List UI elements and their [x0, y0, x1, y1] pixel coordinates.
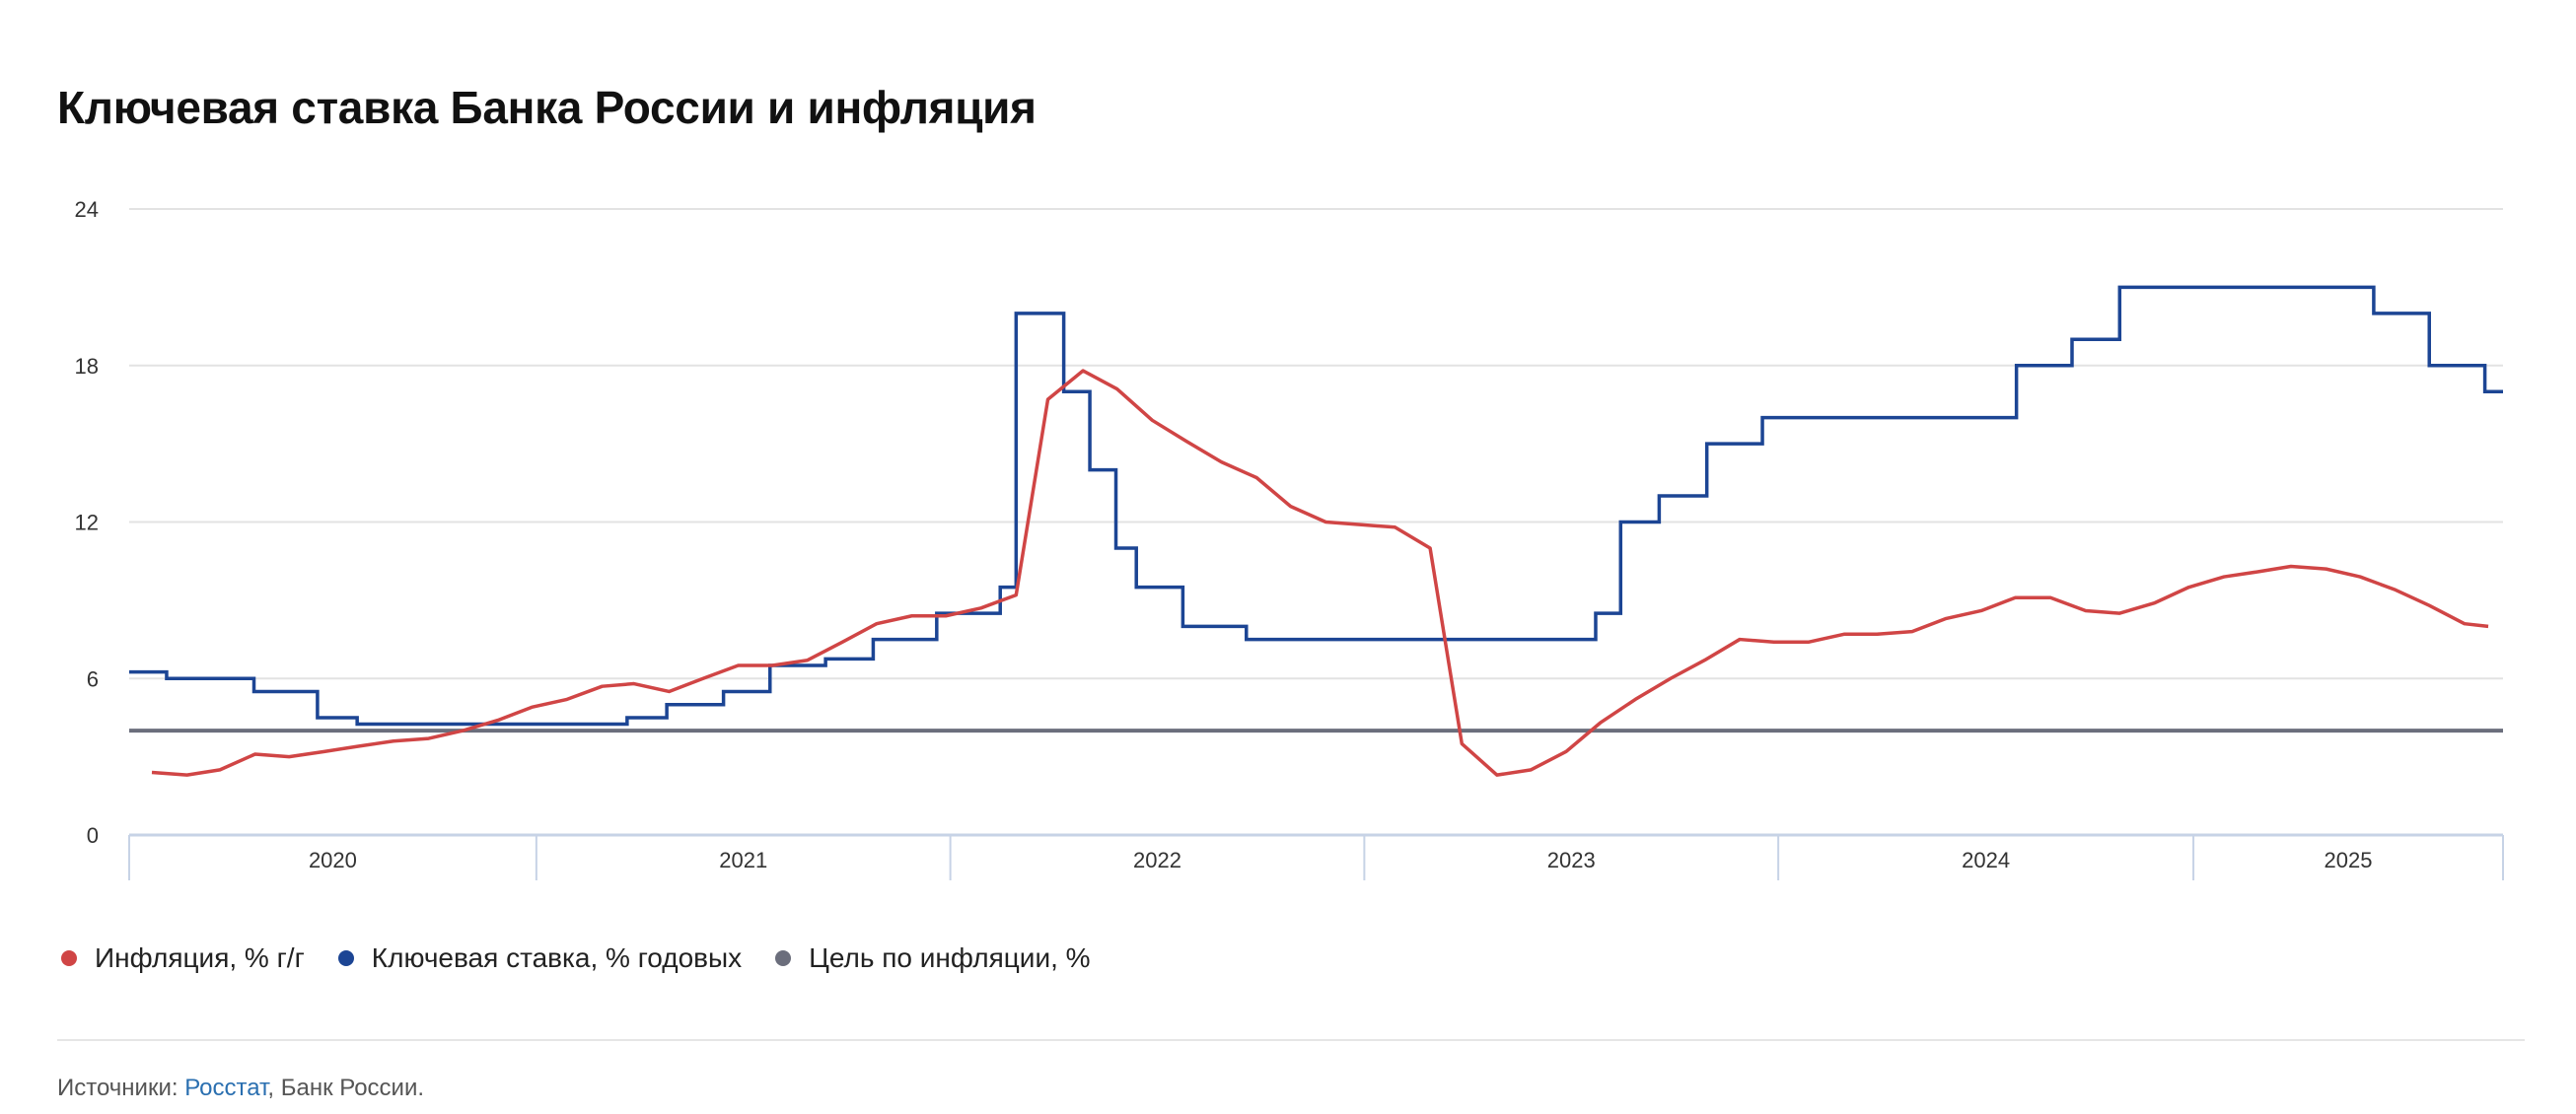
- chart-legend: Инфляция, % г/г Ключевая ставка, % годов…: [61, 942, 1124, 974]
- chart-title: Ключевая ставка Банка России и инфляция: [57, 82, 1037, 133]
- legend-item-inflation[interactable]: Инфляция, % г/г: [61, 942, 305, 974]
- source-note: Источники: Росстат, Банк России.: [57, 1075, 424, 1102]
- x-tick-label: 2025: [2325, 848, 2373, 872]
- legend-dot-target-icon: [775, 950, 792, 966]
- y-tick-label: 18: [75, 354, 99, 379]
- y-tick-label: 0: [87, 823, 99, 848]
- x-tick-label: 2023: [1547, 848, 1596, 872]
- x-tick-label: 2022: [1133, 848, 1181, 872]
- divider: [57, 1039, 2525, 1041]
- source-link-rosstat[interactable]: Росстат: [184, 1075, 268, 1101]
- legend-label: Инфляция, % г/г: [95, 942, 305, 973]
- legend-item-key-rate[interactable]: Ключевая ставка, % годовых: [337, 942, 743, 974]
- legend-label: Цель по инфляции, %: [809, 942, 1091, 973]
- source-prefix: Источники:: [57, 1075, 185, 1101]
- source-suffix: , Банк России.: [267, 1075, 425, 1101]
- x-tick-label: 2024: [1962, 848, 2010, 872]
- legend-label: Ключевая ставка, % годовых: [371, 942, 743, 973]
- legend-dot-key-rate-icon: [337, 950, 354, 966]
- legend-dot-inflation-icon: [61, 950, 77, 966]
- x-tick-label: 2021: [719, 848, 767, 872]
- key-rate-line: [129, 285, 2503, 727]
- legend-item-target[interactable]: Цель по инфляции, %: [775, 942, 1091, 974]
- inflation-line: [151, 369, 2489, 777]
- y-tick-label: 12: [75, 511, 99, 535]
- y-tick-label: 24: [75, 197, 99, 222]
- y-tick-label: 6: [87, 666, 99, 691]
- x-tick-label: 2020: [309, 848, 357, 872]
